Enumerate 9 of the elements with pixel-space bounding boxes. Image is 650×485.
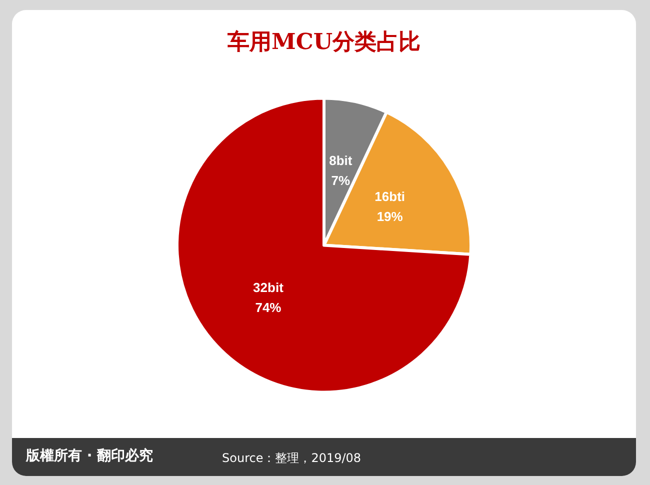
data-label: 19% bbox=[376, 208, 404, 224]
slice-label: 8bit bbox=[329, 153, 353, 168]
slice-label: 32bit bbox=[253, 280, 284, 296]
data-label: 74% bbox=[255, 300, 282, 316]
data-label: 7% bbox=[331, 173, 351, 188]
source-note: Source：整理，2019/08 bbox=[222, 450, 362, 467]
slice-label: 16bti bbox=[374, 188, 406, 204]
chart-title: 车用MCU分类占比 bbox=[226, 29, 421, 55]
text: 版權所有 · 翻印必究 bbox=[26, 447, 154, 465]
